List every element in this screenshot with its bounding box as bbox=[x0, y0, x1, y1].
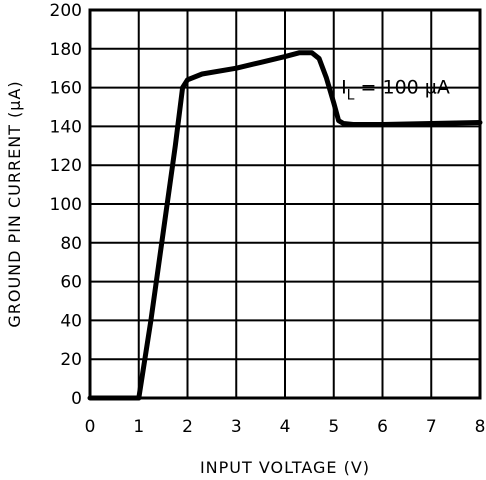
x-tick-label-0: 0 bbox=[85, 417, 96, 437]
x-tick-label-3: 3 bbox=[231, 417, 242, 437]
series-layer bbox=[87, 50, 483, 401]
y-tick-label-5: 100 bbox=[50, 195, 82, 215]
series-line-0 bbox=[87, 50, 483, 401]
y-tick-label-1: 20 bbox=[60, 350, 82, 370]
annotation-rest: = 100 µA bbox=[354, 76, 449, 98]
y-axis-label: GROUND PIN CURRENT (µA) bbox=[5, 80, 24, 327]
y-tick-label-2: 40 bbox=[60, 311, 82, 331]
y-tick-label-8: 160 bbox=[50, 79, 82, 99]
y-tick-label-9: 180 bbox=[50, 40, 82, 60]
x-tick-label-6: 6 bbox=[377, 417, 388, 437]
plot-frame bbox=[88, 8, 482, 400]
y-tick-label-10: 200 bbox=[50, 1, 82, 21]
annotation-prefix: I bbox=[341, 76, 347, 98]
y-tick-labels: 0 20 40 60 80 100 120 140 160 180 200 bbox=[50, 1, 82, 409]
x-tick-label-1: 1 bbox=[133, 417, 144, 437]
load-current-annotation: IL = 100 µA bbox=[341, 76, 450, 103]
x-tick-label-5: 5 bbox=[328, 417, 339, 437]
x-tick-label-8: 8 bbox=[475, 417, 486, 437]
y-tick-label-4: 80 bbox=[60, 234, 82, 254]
y-tick-label-3: 60 bbox=[60, 273, 82, 293]
x-tick-label-2: 2 bbox=[182, 417, 193, 437]
annotation-subscript: L bbox=[347, 87, 355, 103]
y-tick-label-7: 140 bbox=[50, 117, 82, 137]
x-tick-label-4: 4 bbox=[280, 417, 291, 437]
x-tick-label-7: 7 bbox=[426, 417, 437, 437]
x-axis-label: INPUT VOLTAGE (V) bbox=[200, 458, 370, 477]
y-tick-label-6: 120 bbox=[50, 156, 82, 176]
x-tick-labels: 0 1 2 3 4 5 6 7 8 bbox=[85, 417, 486, 437]
y-tick-label-0: 0 bbox=[71, 389, 82, 409]
